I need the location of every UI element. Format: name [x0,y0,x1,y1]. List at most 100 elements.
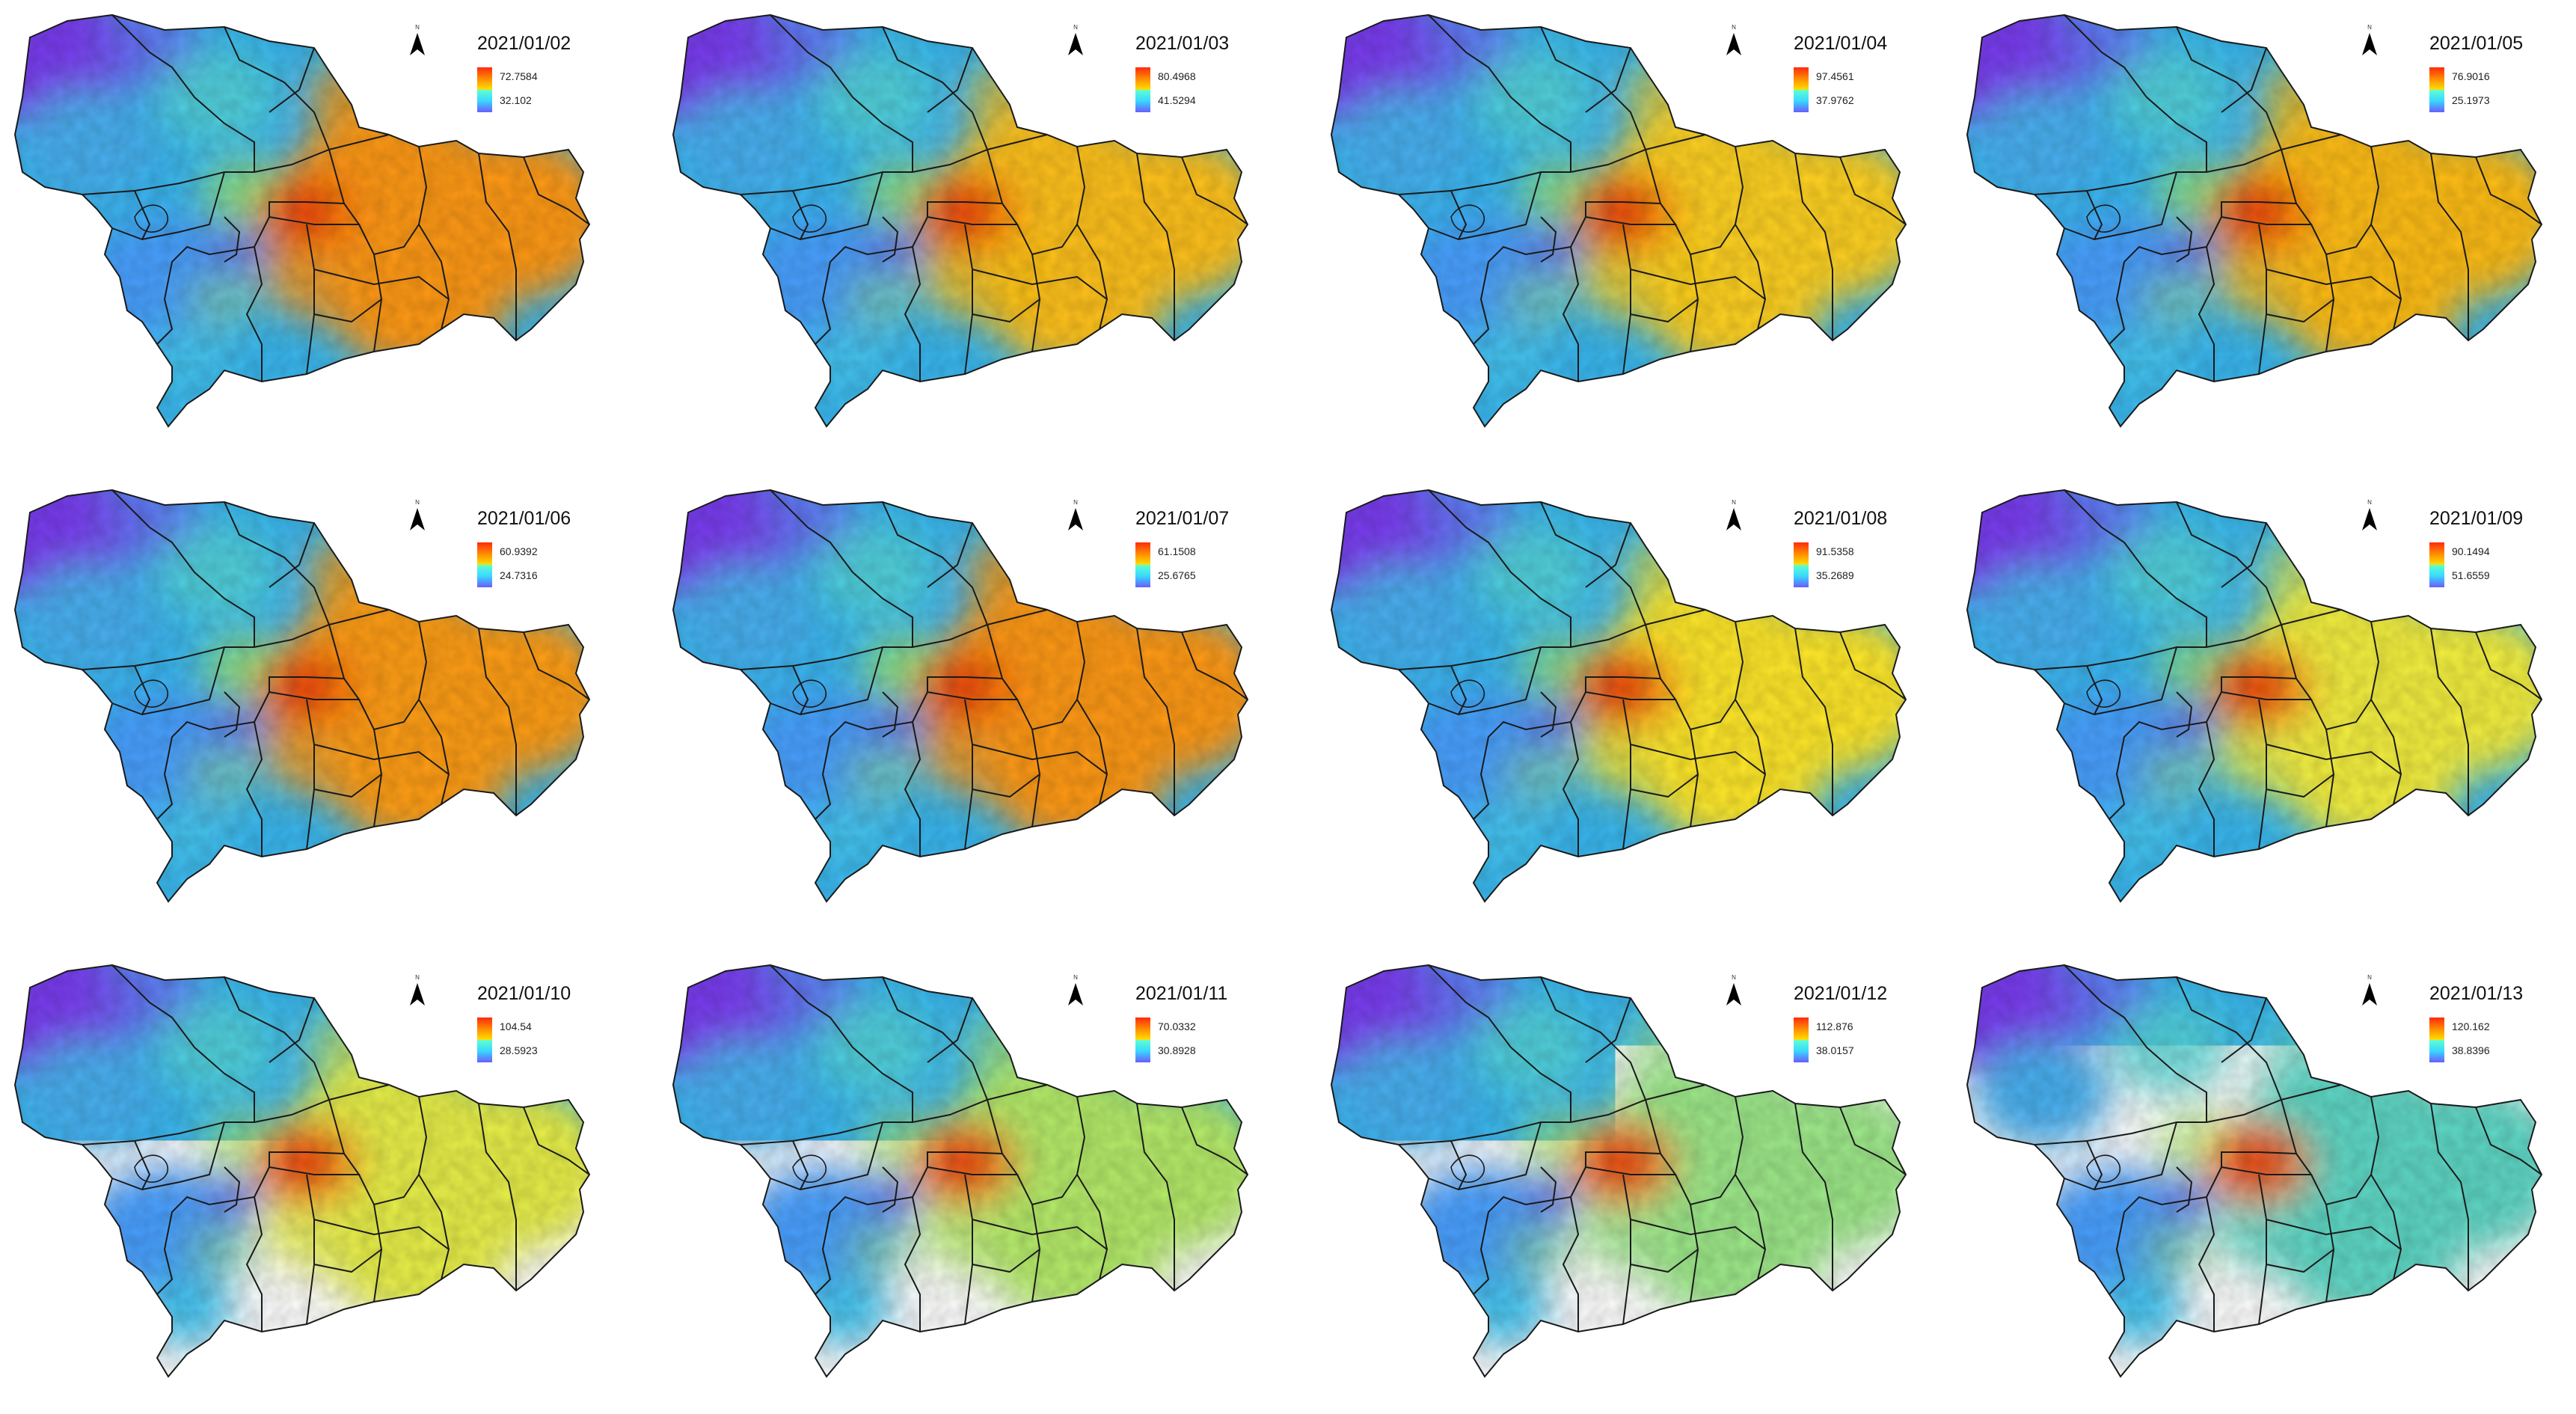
legend-low-swatch [1135,90,1150,112]
map-panel-2021-01-11: N 2021/01/11 70.0332 30.8928 [658,950,1316,1414]
svg-text:N: N [1732,24,1736,31]
legend-low-swatch [477,1040,492,1062]
legend-low-swatch [2429,1040,2444,1062]
map-date: 2021/01/03 [1135,33,1229,55]
north-arrow-icon: N [1719,22,1749,67]
legend-max-value: 91.5358 [1816,545,1854,557]
map-grid: N 2021/01/02 72.7584 32.102 [0,0,2576,1373]
north-arrow-icon: N [1719,973,1749,1017]
svg-text:N: N [1732,974,1736,981]
legend: 72.7584 32.102 [477,67,597,112]
legend-max-value: 61.1508 [1158,545,1196,557]
north-arrow-icon: N [1061,22,1091,67]
legend-low-swatch [1794,1040,1809,1062]
svg-text:N: N [1073,499,1078,506]
legend-high-swatch [2429,67,2444,90]
north-arrow-icon: N [402,973,432,1017]
map-date: 2021/01/08 [1794,508,1887,530]
legend-max-value: 97.4561 [1816,70,1854,82]
map-panel-2021-01-02: N 2021/01/02 72.7584 32.102 [0,0,658,464]
svg-text:N: N [2367,974,2372,981]
legend-high-swatch [1794,542,1809,565]
map-date: 2021/01/02 [477,33,571,55]
north-arrow-icon: N [1719,498,1749,542]
legend-min-value: 51.6559 [2452,569,2490,581]
legend-min-value: 28.5923 [500,1044,538,1056]
legend-max-value: 70.0332 [1158,1020,1196,1032]
svg-text:N: N [1073,974,1078,981]
legend-max-value: 76.9016 [2452,70,2490,82]
north-arrow-icon: N [2355,498,2385,542]
legend-max-value: 72.7584 [500,70,538,82]
map-panel-2021-01-07: N 2021/01/07 61.1508 25.6765 [658,475,1316,939]
map-date: 2021/01/13 [2429,983,2523,1005]
map-date: 2021/01/07 [1135,508,1229,530]
legend: 76.9016 25.1973 [2429,67,2549,112]
svg-text:N: N [2367,499,2372,506]
map-panel-2021-01-08: N 2021/01/08 91.5358 35.2689 [1316,475,1975,939]
north-arrow-icon: N [1061,498,1091,542]
legend-high-swatch [1135,1017,1150,1040]
legend-min-value: 41.5294 [1158,94,1196,106]
map-date: 2021/01/06 [477,508,571,530]
svg-text:N: N [1732,499,1736,506]
legend-max-value: 60.9392 [500,545,538,557]
legend-high-swatch [1794,1017,1809,1040]
map-panel-2021-01-06: N 2021/01/06 60.9392 24.7316 [0,475,658,939]
legend-high-swatch [1135,542,1150,565]
legend: 61.1508 25.6765 [1135,542,1255,587]
legend-min-value: 37.9762 [1816,94,1854,106]
legend-max-value: 90.1494 [2452,545,2490,557]
legend-high-swatch [2429,1017,2444,1040]
legend: 104.54 28.5923 [477,1017,597,1062]
map-date: 2021/01/05 [2429,33,2523,55]
legend: 112.876 38.0157 [1794,1017,1913,1062]
legend-max-value: 120.162 [2452,1020,2490,1032]
map-panel-2021-01-13: N 2021/01/13 120.162 38.8396 [1952,950,2576,1414]
legend-high-swatch [477,542,492,565]
legend-min-value: 30.8928 [1158,1044,1196,1056]
legend: 60.9392 24.7316 [477,542,597,587]
legend-low-swatch [1794,90,1809,112]
map-date: 2021/01/11 [1135,983,1227,1005]
north-arrow-icon: N [1061,973,1091,1017]
map-panel-2021-01-09: N 2021/01/09 90.1494 51.6559 [1952,475,2576,939]
north-arrow-icon: N [402,498,432,542]
legend: 120.162 38.8396 [2429,1017,2549,1062]
map-date: 2021/01/10 [477,983,571,1005]
legend-max-value: 104.54 [500,1020,532,1032]
legend: 90.1494 51.6559 [2429,542,2549,587]
legend-min-value: 38.8396 [2452,1044,2490,1056]
legend-low-swatch [1135,1040,1150,1062]
map-panel-2021-01-05: N 2021/01/05 76.9016 25.1973 [1952,0,2576,464]
map-panel-2021-01-03: N 2021/01/03 80.4968 41.5294 [658,0,1316,464]
map-date: 2021/01/12 [1794,983,1887,1005]
svg-text:N: N [415,499,420,506]
legend-low-swatch [2429,90,2444,112]
legend-min-value: 32.102 [500,94,532,106]
map-panel-2021-01-10: N 2021/01/10 104.54 28.5923 [0,950,658,1414]
legend: 91.5358 35.2689 [1794,542,1913,587]
legend-min-value: 25.1973 [2452,94,2490,106]
svg-text:N: N [1073,24,1078,31]
legend-high-swatch [477,67,492,90]
map-panel-2021-01-12: N 2021/01/12 112.876 38.0157 [1316,950,1975,1414]
legend: 97.4561 37.9762 [1794,67,1913,112]
legend-max-value: 80.4968 [1158,70,1196,82]
svg-text:N: N [415,974,420,981]
legend-high-swatch [477,1017,492,1040]
legend-min-value: 38.0157 [1816,1044,1854,1056]
north-arrow-icon: N [402,22,432,67]
legend-min-value: 35.2689 [1816,569,1854,581]
legend-min-value: 25.6765 [1158,569,1196,581]
svg-text:N: N [415,24,420,31]
legend-low-swatch [2429,565,2444,587]
legend-min-value: 24.7316 [500,569,538,581]
legend-max-value: 112.876 [1816,1020,1853,1032]
legend-low-swatch [1135,565,1150,587]
legend-low-swatch [477,565,492,587]
north-arrow-icon: N [2355,973,2385,1017]
map-panel-2021-01-04: N 2021/01/04 97.4561 37.9762 [1316,0,1975,464]
north-arrow-icon: N [2355,22,2385,67]
map-date: 2021/01/04 [1794,33,1887,55]
